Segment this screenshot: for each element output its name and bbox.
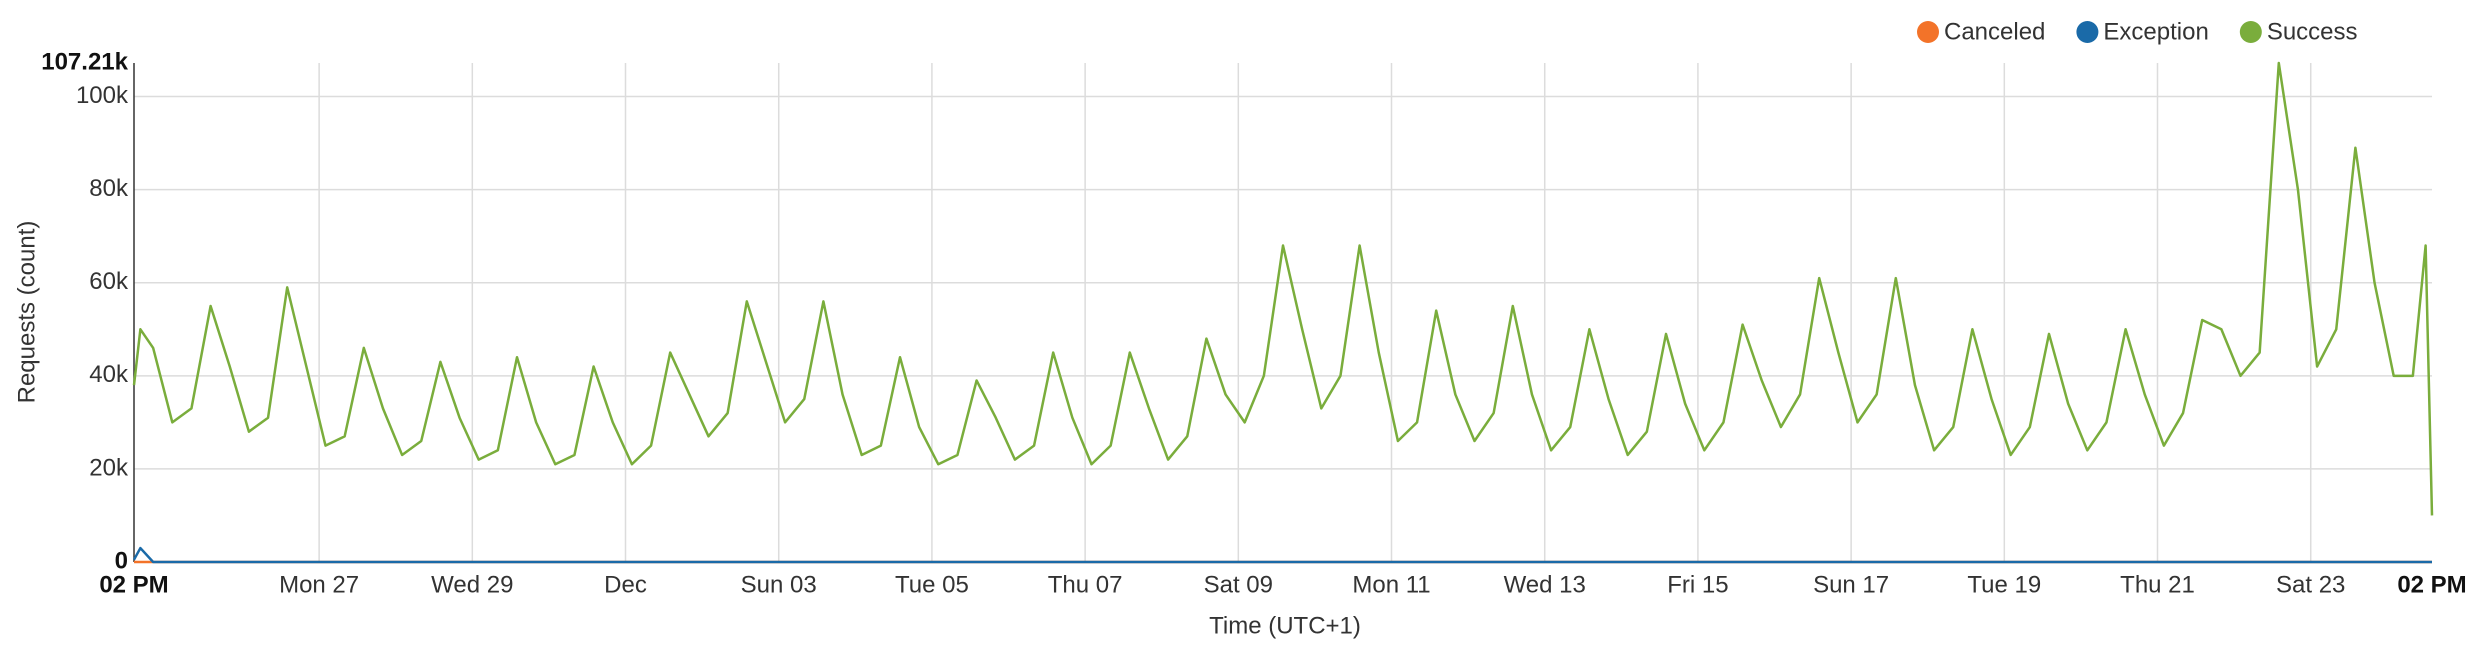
y-tick-label: 60k bbox=[89, 268, 129, 295]
y-tick-label: 40k bbox=[89, 361, 129, 388]
legend-swatch bbox=[1917, 21, 1939, 43]
x-tick-label: Thu 07 bbox=[1048, 571, 1123, 598]
x-tick-label: Wed 13 bbox=[1504, 571, 1586, 598]
x-tick-label: Fri 15 bbox=[1667, 571, 1728, 598]
x-tick-label: Sun 03 bbox=[741, 571, 817, 598]
x-tick-label: Tue 05 bbox=[895, 571, 969, 598]
x-tick-label: Sat 23 bbox=[2276, 571, 2345, 598]
legend-label: Success bbox=[2267, 18, 2358, 45]
legend-swatch bbox=[2076, 21, 2099, 43]
y-tick-label: 100k bbox=[76, 82, 129, 109]
x-tick-label: 02 PM bbox=[2397, 571, 2466, 598]
legend-label: Exception bbox=[2103, 18, 2208, 45]
y-tick-label: 0 bbox=[115, 547, 128, 574]
x-tick-label: 02 PM bbox=[99, 571, 168, 598]
x-axis-title: Time (UTC+1) bbox=[1209, 612, 1361, 639]
x-tick-label: Mon 11 bbox=[1352, 571, 1430, 598]
series-line bbox=[132, 61, 2434, 516]
x-tick-label: Wed 29 bbox=[431, 571, 513, 598]
x-tick-label: Sun 17 bbox=[1813, 571, 1889, 598]
x-tick-label: Sat 09 bbox=[1204, 571, 1273, 598]
series-line bbox=[132, 546, 2432, 564]
y-tick-label: 107.21k bbox=[41, 48, 128, 75]
x-tick-label: Thu 21 bbox=[2120, 571, 2195, 598]
legend-swatch bbox=[2239, 21, 2262, 43]
y-tick-label: 80k bbox=[89, 175, 129, 202]
x-tick-label: Dec bbox=[604, 571, 647, 598]
y-tick-label: 20k bbox=[89, 454, 129, 481]
x-tick-label: Mon 27 bbox=[279, 571, 359, 598]
legend-label: Canceled bbox=[1944, 18, 2045, 45]
x-tick-label: Tue 19 bbox=[1967, 571, 2041, 598]
y-axis-title: Requests (count) bbox=[13, 221, 40, 404]
